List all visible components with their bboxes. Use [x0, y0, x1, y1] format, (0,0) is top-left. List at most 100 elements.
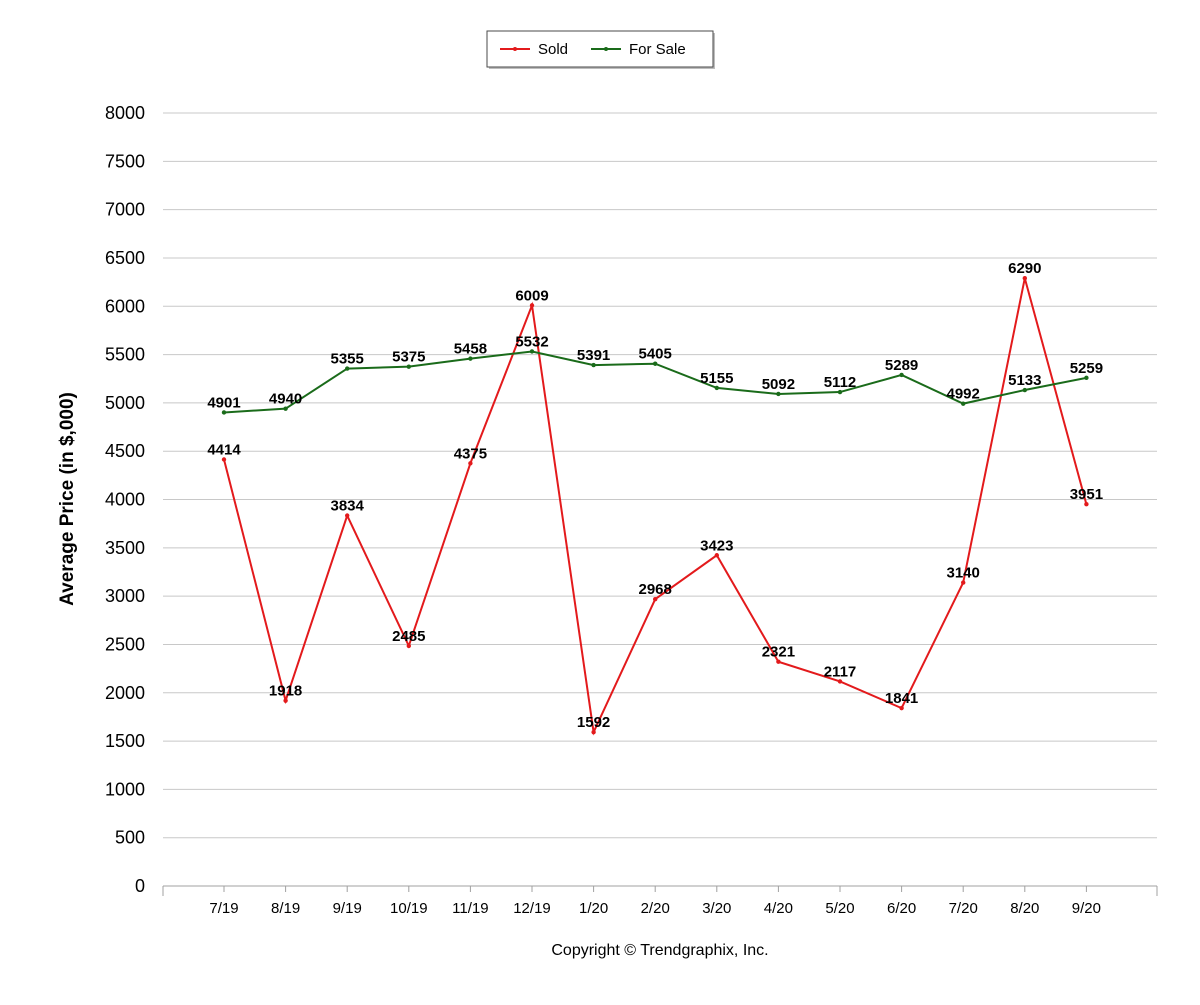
x-tick-label: 4/20 — [764, 900, 793, 917]
y-tick-label: 6000 — [105, 296, 145, 316]
data-point — [345, 366, 350, 371]
data-point — [591, 362, 596, 368]
data-label: 5112 — [824, 374, 857, 391]
data-label: 5259 — [1070, 360, 1103, 377]
data-point — [1084, 502, 1089, 507]
data-point — [1084, 375, 1089, 381]
copyright-footer: Copyright © Trendgraphix, Inc. — [551, 942, 768, 959]
data-label: 3140 — [947, 565, 980, 582]
data-point — [653, 597, 658, 602]
y-tick-label: 2500 — [105, 634, 145, 654]
x-tick-label: 7/19 — [209, 900, 238, 917]
data-label: 5405 — [639, 346, 672, 363]
y-tick-label: 0 — [135, 876, 145, 896]
y-tick-label: 6500 — [105, 248, 145, 268]
y-tick-label: 500 — [115, 828, 145, 848]
y-tick-label: 5000 — [105, 393, 145, 413]
x-tick-label: 11/19 — [452, 900, 488, 917]
data-label: 3951 — [1070, 486, 1103, 503]
legend: Sold For Sale — [486, 30, 715, 69]
x-tick-label: 3/20 — [702, 900, 731, 917]
x-tick-label: 8/19 — [271, 900, 300, 917]
data-point — [837, 389, 843, 395]
data-label: 2485 — [392, 628, 425, 645]
data-label: 2968 — [639, 581, 672, 598]
y-tick-label: 7000 — [105, 200, 145, 220]
data-point — [468, 356, 473, 361]
data-label: 1918 — [269, 683, 302, 700]
data-point — [468, 461, 473, 466]
data-label: 1592 — [577, 714, 610, 731]
data-point — [345, 513, 350, 518]
data-point — [1022, 276, 1027, 281]
data-label: 5355 — [331, 351, 364, 368]
data-point — [899, 372, 904, 378]
data-label: 4901 — [207, 394, 240, 411]
y-tick-label: 2000 — [105, 683, 145, 703]
data-labels: 4414 1918 3834 2485 4375 6009 1592 2968 3423 2321… — [207, 260, 1103, 731]
data-label: 6290 — [1008, 260, 1041, 277]
data-label: 5532 — [515, 333, 548, 350]
x-tick-label: 9/20 — [1072, 900, 1101, 917]
x-tick-label: 6/20 — [887, 900, 916, 917]
data-point — [776, 659, 781, 664]
legend-label: Sold — [538, 41, 568, 58]
y-tick-label: 8000 — [105, 103, 145, 123]
data-label: 3423 — [700, 537, 733, 554]
y-tick-label: 7500 — [105, 151, 145, 171]
x-tick-label: 7/20 — [949, 900, 978, 917]
y-tick-label: 5500 — [105, 345, 145, 365]
legend-label: For Sale — [629, 41, 686, 58]
y-tick-label: 3500 — [105, 538, 145, 558]
data-point — [961, 401, 966, 406]
data-point — [283, 698, 288, 703]
x-tick-label: 8/20 — [1010, 900, 1039, 917]
legend-swatch-marker — [513, 47, 517, 51]
data-point — [406, 364, 411, 369]
axes: 0 500 1000 1500 2000 2500 3000 3500 4000 4500 5000… — [105, 103, 1158, 917]
series-lines — [221, 276, 1089, 736]
x-tick-label: 2/20 — [641, 900, 670, 917]
data-label: 4992 — [947, 386, 980, 403]
y-tick-label: 4500 — [105, 441, 145, 461]
y-tick-label: 1500 — [105, 731, 145, 751]
data-label: 5155 — [700, 370, 733, 387]
data-point — [653, 361, 658, 366]
data-point — [529, 349, 535, 354]
data-label: 2321 — [762, 644, 795, 661]
data-label: 5133 — [1008, 372, 1041, 389]
data-point — [529, 303, 535, 308]
data-point — [714, 553, 719, 558]
data-label: 1841 — [885, 690, 918, 707]
data-point — [1022, 387, 1027, 393]
data-label: 5289 — [885, 357, 918, 374]
y-tick-label: 4000 — [105, 490, 145, 510]
data-point — [221, 410, 227, 415]
x-tick-label: 9/19 — [333, 900, 362, 917]
data-label: 4375 — [454, 445, 487, 462]
data-point — [899, 705, 904, 711]
data-label: 5391 — [577, 347, 610, 364]
x-tick-label: 5/20 — [825, 900, 854, 917]
data-point — [837, 679, 843, 684]
data-point — [283, 406, 288, 411]
gridlines — [163, 112, 1157, 839]
y-tick-label: 3000 — [105, 586, 145, 606]
data-label: 4414 — [207, 441, 241, 458]
data-point — [406, 643, 411, 649]
data-label: 6009 — [515, 287, 548, 304]
data-point — [591, 729, 596, 735]
y-tick-label: 1000 — [105, 779, 145, 799]
data-label: 5458 — [454, 341, 487, 358]
data-point — [221, 457, 227, 462]
legend-swatch-marker — [604, 47, 608, 51]
y-axis-title: Average Price (in $,000) — [57, 392, 78, 606]
data-point — [714, 385, 719, 391]
data-label: 3834 — [331, 498, 365, 515]
data-point — [961, 580, 966, 585]
data-label: 2117 — [824, 663, 857, 680]
data-label: 4940 — [269, 391, 302, 408]
x-tick-label: 12/19 — [513, 900, 551, 917]
